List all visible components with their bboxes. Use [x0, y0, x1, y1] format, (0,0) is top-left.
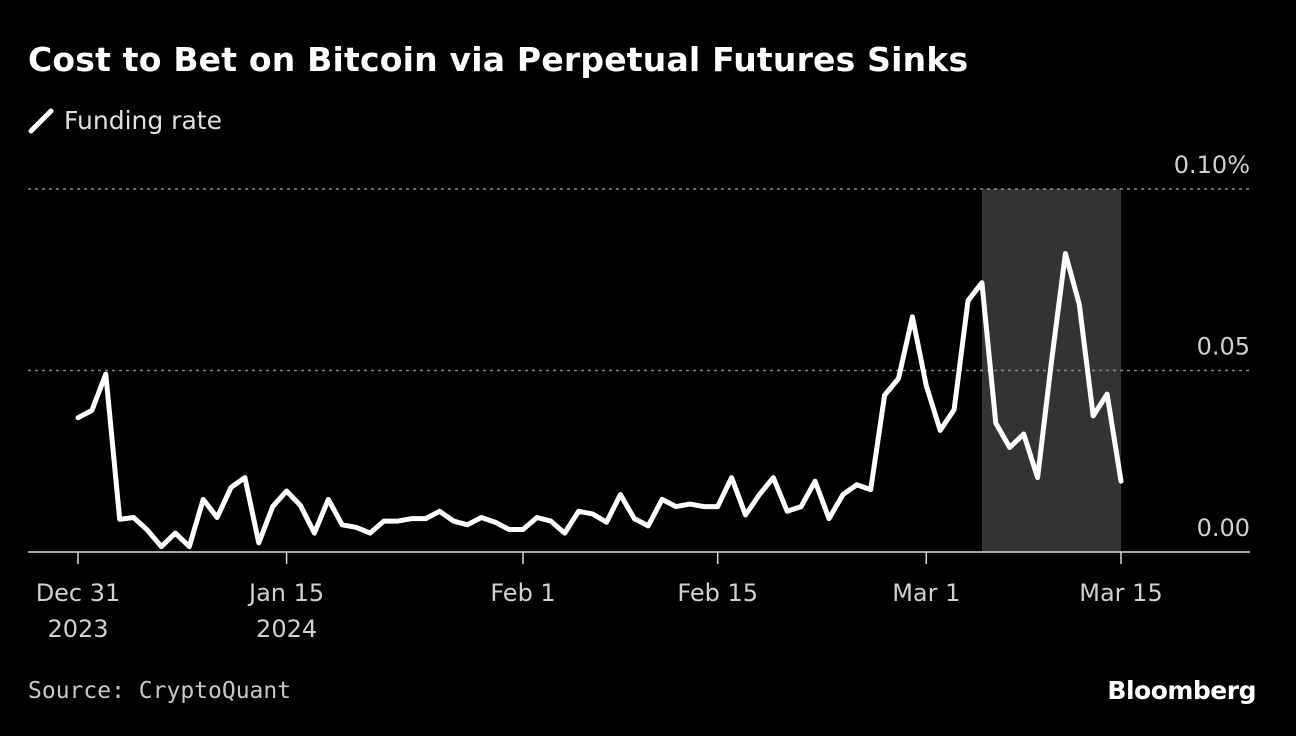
line-swatch-icon: [28, 108, 54, 133]
x-tick-label: Jan 15: [247, 579, 324, 607]
series-line-funding-rate: [75, 251, 1124, 550]
x-tick-label: Feb 15: [677, 579, 758, 607]
y-tick-label: 0.10%: [1174, 151, 1250, 179]
chart-title: Cost to Bet on Bitcoin via Perpetual Fut…: [28, 40, 969, 79]
x-axis-ticks: Dec 31 2023 Jan 15 2024 Feb 1 Feb 15 Mar 1 Mar …: [36, 552, 1163, 643]
x-tick-label: 2024: [256, 615, 317, 643]
x-tick-label: Feb 1: [490, 579, 555, 607]
gridlines: [28, 188, 1250, 372]
x-tick-label: Mar 1: [892, 579, 960, 607]
x-tick-label: Mar 15: [1079, 579, 1162, 607]
y-axis-labels: 0.10% 0.05 0.00: [1174, 151, 1250, 542]
x-tick-label: 2023: [47, 615, 108, 643]
bloomberg-logo: Bloomberg: [1107, 676, 1256, 705]
x-tick-label: Dec 31: [36, 579, 121, 607]
source-note: Source: CryptoQuant: [28, 678, 292, 704]
legend-label: Funding rate: [64, 106, 222, 135]
y-tick-label: 0.00: [1197, 514, 1250, 542]
y-tick-label: 0.05: [1197, 333, 1250, 361]
legend: Funding rate: [28, 106, 222, 135]
